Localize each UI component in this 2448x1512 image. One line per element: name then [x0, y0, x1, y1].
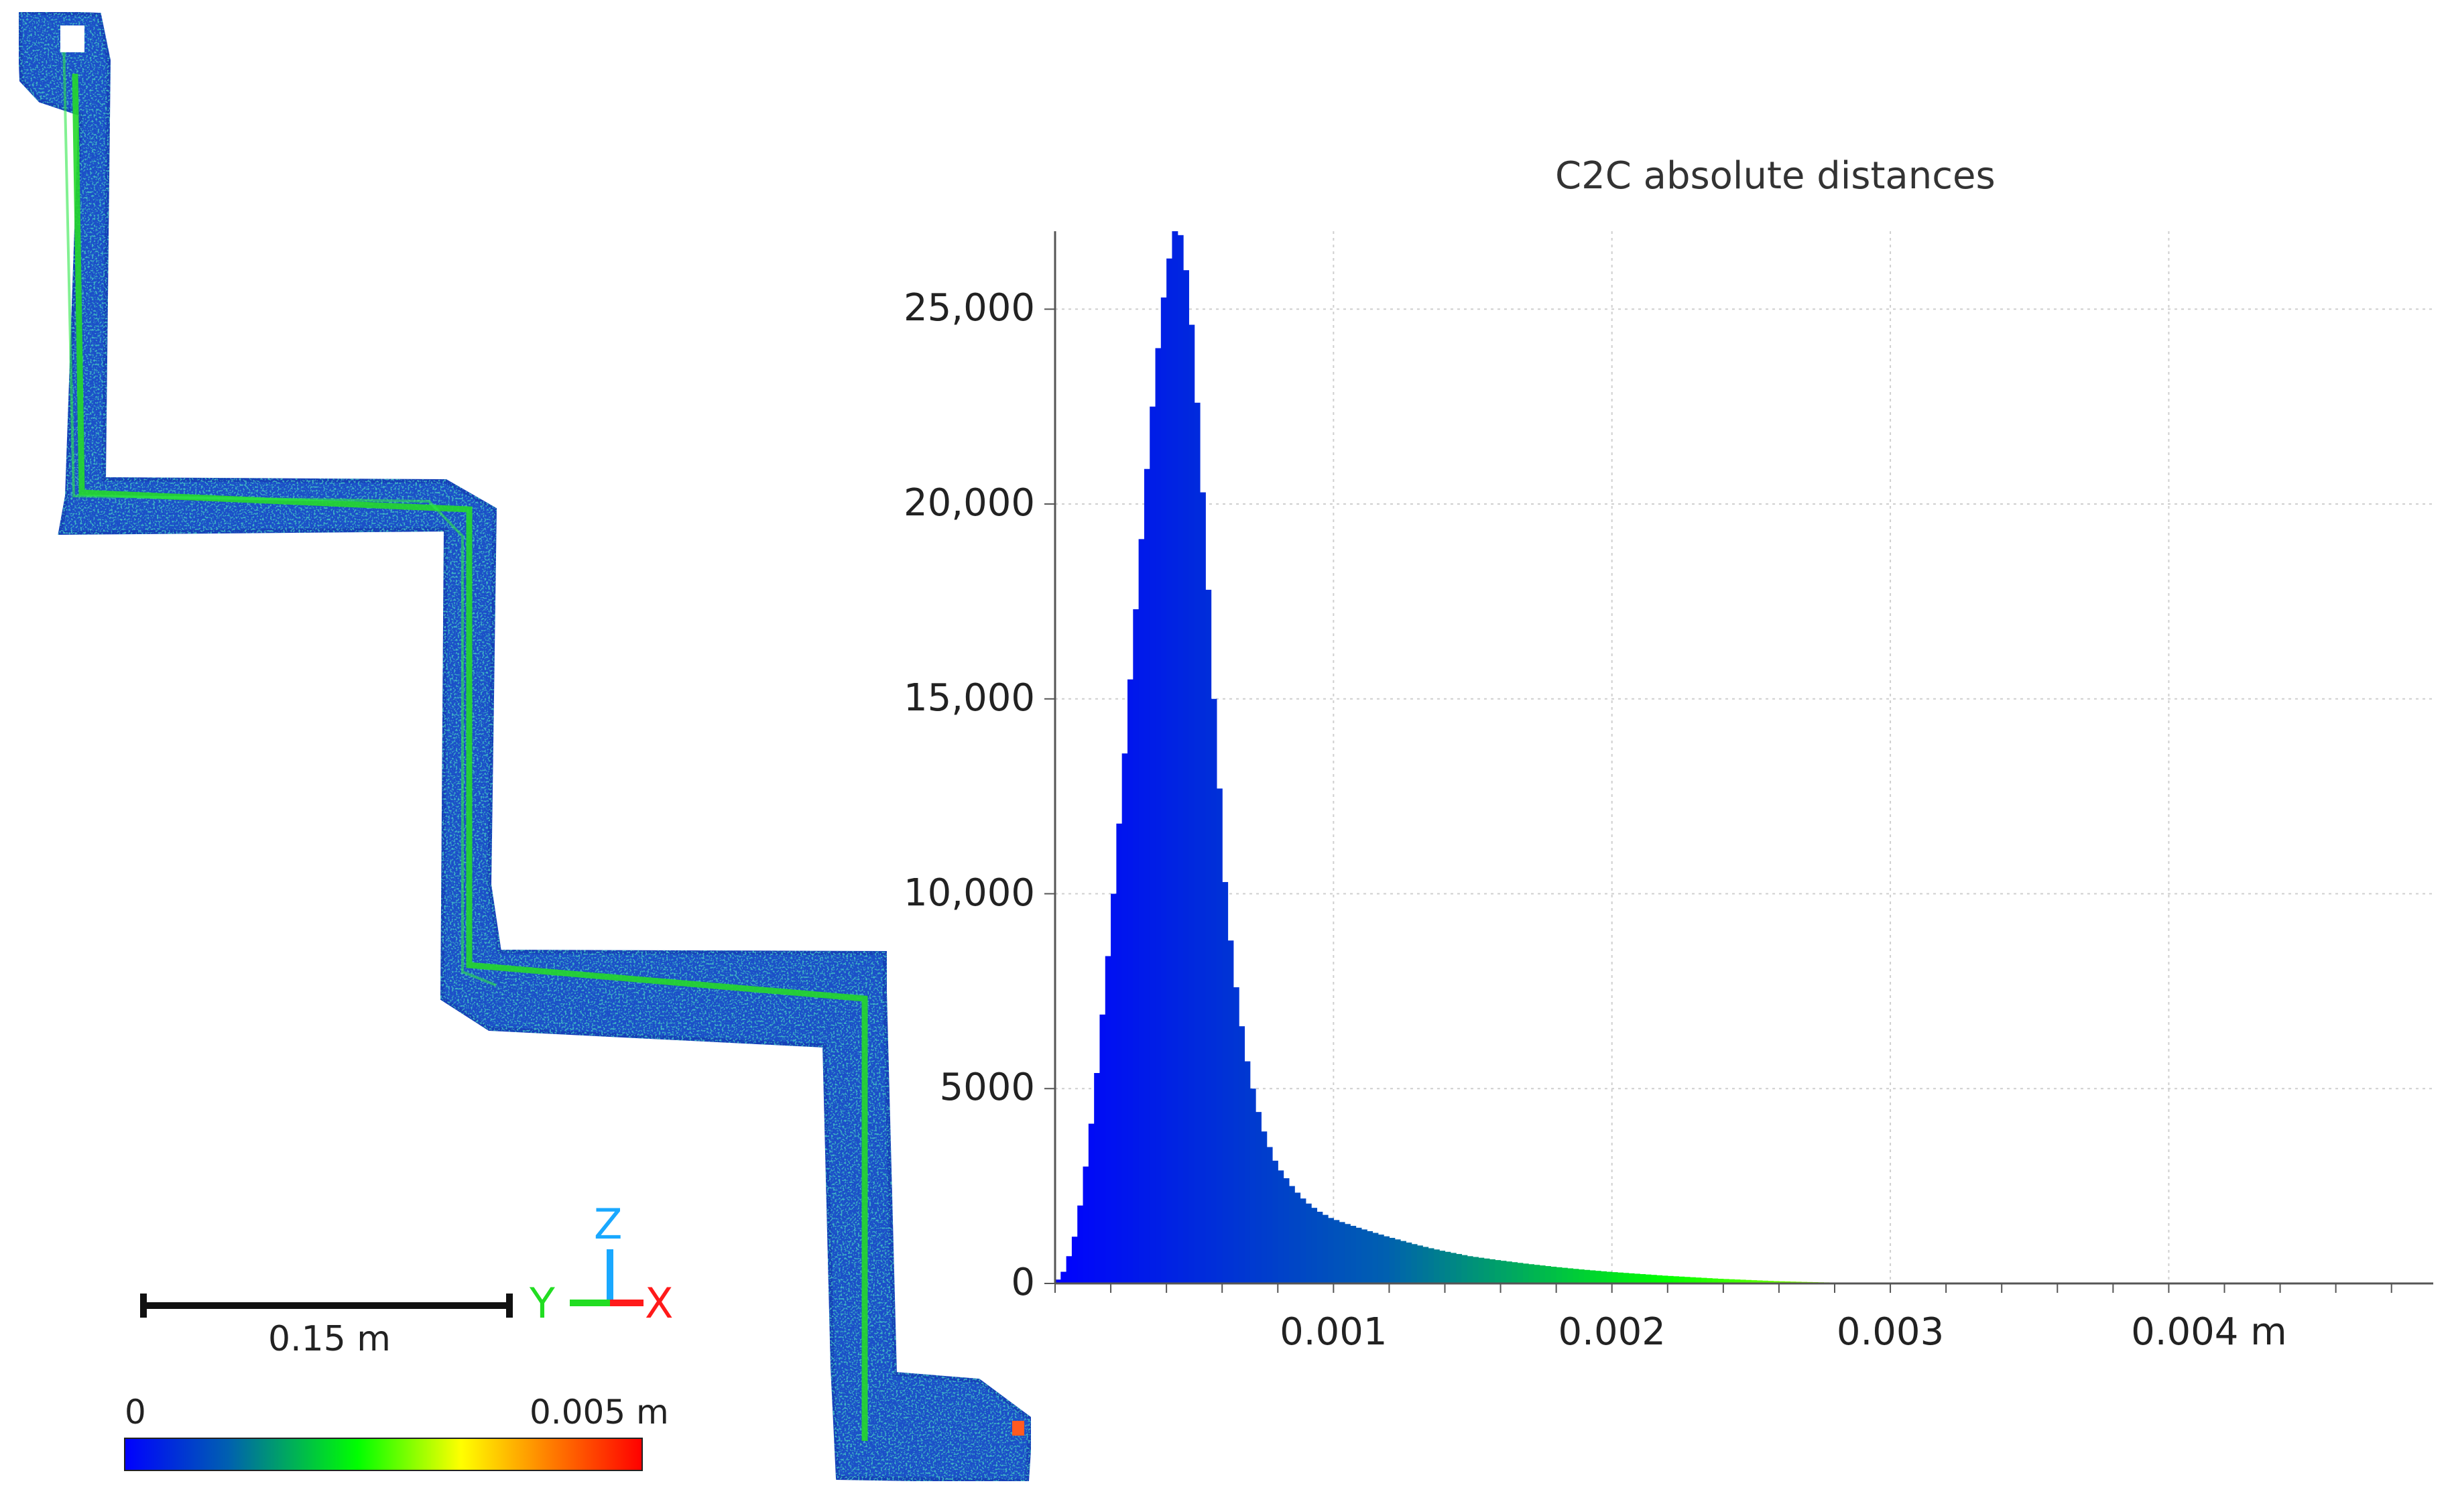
point-cloud-ridge	[72, 73, 868, 1441]
x-tick-label: 0.001	[1280, 1310, 1388, 1354]
x-tick-label: 0.004 m	[2131, 1310, 2287, 1354]
y-axis-label: Y	[530, 1279, 555, 1328]
x-axis-label: X	[645, 1279, 674, 1328]
x-tick-label: 0.002	[1558, 1310, 1666, 1354]
y-tick-label: 0	[1011, 1261, 1035, 1304]
y-tick-label: 20,000	[904, 481, 1035, 525]
y-tick-label: 15,000	[904, 676, 1035, 720]
point-cloud-notch	[60, 25, 84, 52]
y-tick-label: 5000	[939, 1066, 1035, 1110]
point-cloud-ridge-2	[62, 40, 497, 987]
y-tick-label: 25,000	[904, 286, 1035, 330]
color-scale-min-label: 0	[125, 1393, 146, 1432]
axis-triad[interactable]	[570, 1249, 644, 1306]
histogram-title: C2C absolute distances	[1555, 154, 1996, 198]
point-cloud-hotspot	[1012, 1421, 1024, 1436]
z-axis-label: Z	[594, 1200, 623, 1249]
point-cloud-shape	[16, 9, 1034, 1484]
color-scale-max-label: 0.005 m	[530, 1393, 669, 1432]
scale-bar-label: 0.15 m	[268, 1319, 391, 1359]
scale-bar	[140, 1294, 513, 1318]
x-tick-label: 0.003	[1836, 1310, 1945, 1354]
color-scale-bar	[124, 1438, 643, 1471]
y-tick-label: 10,000	[904, 871, 1035, 915]
